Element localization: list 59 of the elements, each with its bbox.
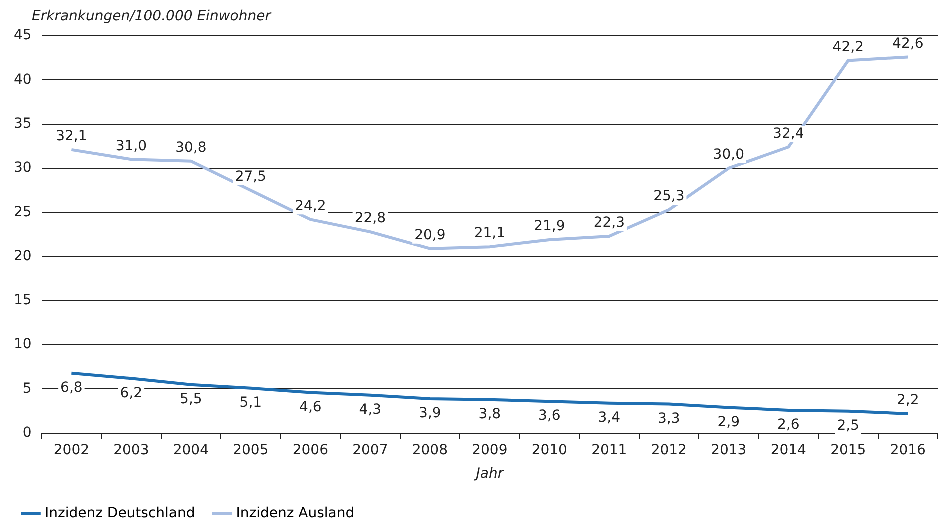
data-label: 5,5: [180, 391, 202, 408]
data-label: 4,6: [300, 399, 322, 416]
y-tick-label: 0: [22, 425, 32, 442]
x-tick-label: 2016: [890, 442, 926, 458]
data-label: 32,1: [56, 128, 88, 145]
x-tick-label: 2004: [173, 442, 210, 458]
x-tick-label: 2010: [532, 442, 568, 458]
data-label: 27,5: [235, 169, 267, 186]
data-label: 21,9: [534, 218, 566, 235]
data-label: 4,3: [359, 402, 382, 418]
y-tick-label: 45: [14, 28, 32, 44]
data-label: 32,4: [773, 126, 804, 142]
x-tick-label: 2014: [770, 442, 807, 458]
data-label: 3,4: [598, 410, 621, 426]
y-tick-label: 10: [14, 336, 32, 353]
data-label: 25,3: [654, 188, 685, 205]
data-label: 42,2: [832, 39, 864, 56]
x-tick-label: 2002: [54, 442, 90, 458]
y-tick-label: 40: [14, 72, 32, 88]
data-label: 30,0: [713, 147, 744, 164]
data-label: 3,6: [538, 408, 561, 424]
data-label: 31,0: [116, 138, 148, 154]
x-tick-label: 2012: [651, 442, 687, 458]
data-label: 22,3: [594, 215, 625, 232]
data-label: 30,8: [176, 140, 207, 156]
data-label: 2,6: [778, 417, 800, 434]
data-label: 20,9: [414, 227, 446, 244]
data-label: 5,1: [240, 395, 262, 411]
data-label: 2,5: [837, 418, 860, 434]
x-tick-label: 2007: [352, 442, 388, 458]
y-tick-label: 5: [22, 380, 32, 397]
y-tick-label: 15: [14, 292, 32, 309]
x-tick-label: 2006: [292, 442, 329, 458]
data-label: 3,8: [478, 406, 502, 422]
y-tick-label: 35: [14, 116, 32, 132]
x-tick-label: 2008: [412, 442, 448, 458]
legend-label: Inzidenz Ausland: [236, 506, 355, 522]
y-tick-label: 30: [14, 160, 32, 176]
data-label: 21,1: [474, 226, 506, 242]
data-label: 2,2: [896, 392, 920, 409]
x-tick-label: 2005: [233, 442, 269, 458]
data-label: 2,9: [718, 414, 740, 430]
data-label: 42,6: [892, 36, 924, 52]
x-tick-label: 2003: [114, 442, 150, 458]
y-tick-label: 20: [14, 248, 32, 264]
data-label: 6,2: [120, 385, 143, 402]
data-label: 22,8: [354, 210, 386, 227]
data-label: 6,8: [60, 380, 83, 396]
x-tick-label: 2013: [711, 442, 747, 458]
data-label: 24,2: [295, 198, 326, 214]
data-label: 3,9: [419, 406, 442, 422]
y-axis-title: Erkrankungen/100.000 Einwohner: [32, 8, 272, 25]
x-tick-label: 2009: [472, 442, 508, 458]
x-axis-title: Jahr: [473, 466, 505, 482]
x-tick-label: 2011: [592, 442, 628, 458]
legend-label: Inzidenz Deutschland: [45, 506, 196, 522]
data-label: 3,3: [658, 410, 680, 427]
x-tick-label: 2015: [830, 442, 866, 458]
y-tick-label: 25: [14, 204, 32, 220]
